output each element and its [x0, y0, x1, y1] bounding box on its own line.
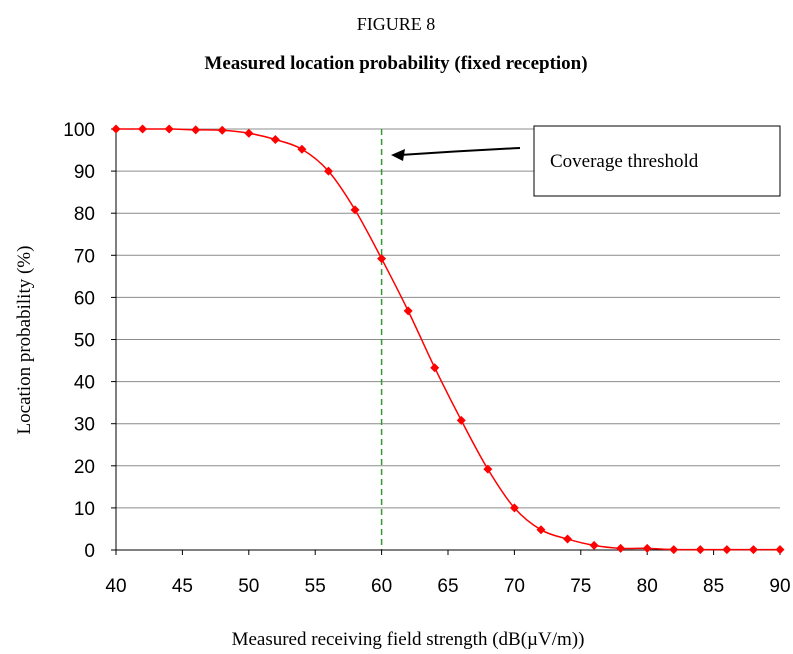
data-point-58	[350, 205, 360, 215]
figure-number: FIGURE 8	[357, 14, 436, 34]
x-tick-label: 70	[504, 576, 525, 597]
data-point-42	[138, 124, 148, 134]
y-tick-label: 20	[74, 457, 95, 478]
y-axis-label: Location probability (%)	[14, 246, 35, 435]
data-point-70	[509, 503, 519, 513]
data-point-76	[589, 540, 599, 550]
data-point-84	[695, 545, 705, 555]
x-tick-label: 75	[570, 576, 591, 597]
x-tick-label: 90	[769, 576, 790, 597]
y-tick-label: 100	[63, 120, 95, 141]
x-tick-label: 40	[105, 576, 126, 597]
data-point-80	[642, 543, 652, 553]
annotation-arrow-line	[399, 147, 521, 156]
data-point-72	[536, 525, 546, 535]
annotation-text: Coverage threshold	[550, 151, 699, 172]
y-tick-label: 90	[74, 162, 95, 183]
x-tick-labels: 40 45 50 55 60 65 70 75 80 85 90	[105, 576, 790, 597]
data-point-64	[430, 363, 440, 373]
x-tick-label: 65	[437, 576, 458, 597]
x-tick-label: 45	[172, 576, 193, 597]
data-point-46	[191, 125, 201, 135]
data-point-54	[297, 144, 307, 154]
data-point-86	[722, 545, 732, 555]
data-point-50	[244, 128, 254, 138]
y-tick-label: 10	[74, 499, 95, 520]
annotation-box	[533, 125, 781, 197]
data-point-90	[775, 545, 785, 555]
data-point-82	[669, 545, 679, 555]
figure-caption: Measured location probability (fixed rec…	[204, 53, 587, 74]
y-tick-label: 70	[74, 246, 95, 267]
x-tick-label: 50	[238, 576, 259, 597]
data-point-56	[323, 166, 333, 176]
data-point-40	[111, 124, 121, 134]
y-tick-label: 0	[84, 541, 95, 562]
data-point-88	[748, 545, 758, 555]
data-point-48	[217, 125, 227, 135]
data-point-66	[456, 415, 466, 425]
y-tick-label: 80	[74, 204, 95, 225]
x-tick-label: 60	[371, 576, 392, 597]
coverage-threshold-annotation: Coverage threshold	[391, 125, 781, 197]
x-tick-label: 80	[637, 576, 658, 597]
y-tick-label: 60	[74, 288, 95, 309]
y-tick-label: 40	[74, 373, 95, 394]
x-tick-label: 55	[305, 576, 326, 597]
data-point-52	[270, 135, 280, 145]
data-point-62	[403, 306, 413, 316]
data-series	[111, 124, 785, 555]
data-point-74	[563, 534, 573, 544]
y-tick-label: 50	[74, 331, 95, 352]
annotation-arrowhead	[391, 149, 405, 161]
data-point-60	[377, 254, 387, 264]
data-point-68	[483, 464, 493, 474]
y-tick-label: 30	[74, 415, 95, 436]
x-tick-label: 85	[703, 576, 724, 597]
y-tick-labels: 0 10 20 30 40 50 60 70 80 90 100	[63, 120, 95, 562]
x-axis-label: Measured receiving field strength (dB(µV…	[232, 629, 585, 650]
data-point-78	[616, 543, 626, 553]
data-point-44	[164, 124, 174, 134]
